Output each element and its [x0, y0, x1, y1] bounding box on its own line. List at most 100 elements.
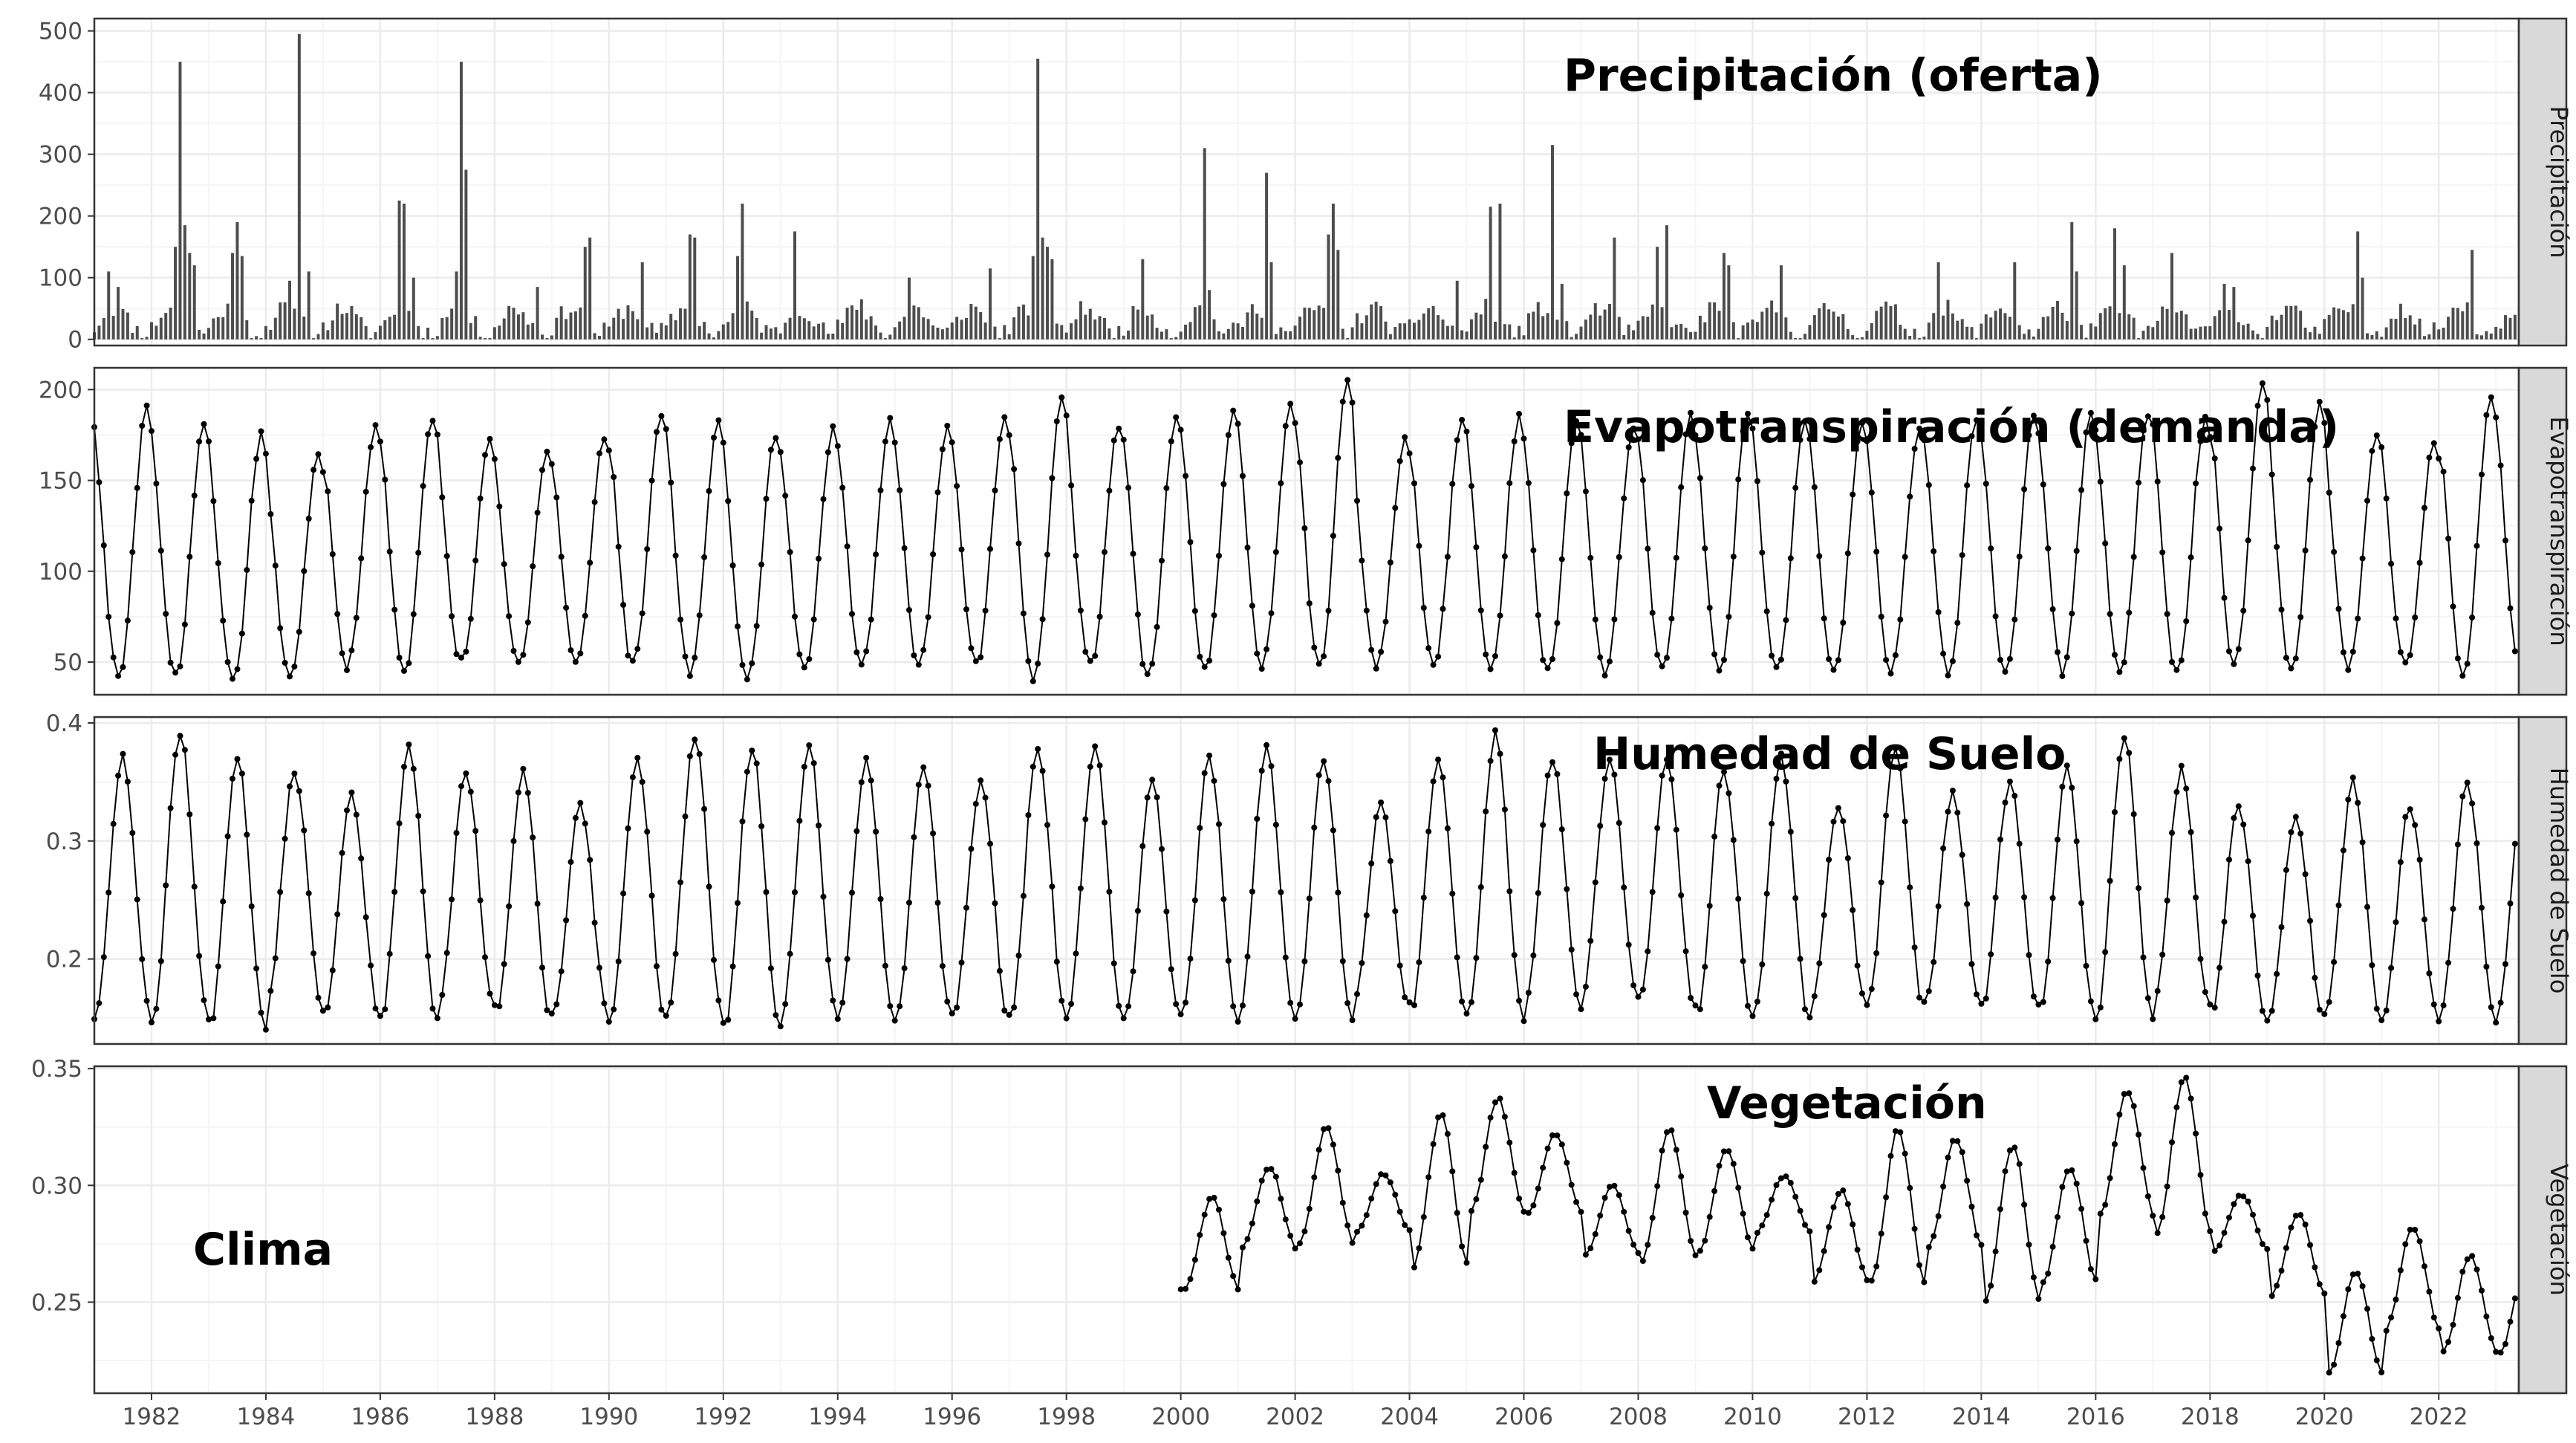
- vegetation-data-point: [2297, 1212, 2304, 1219]
- precipitation-bar: [2108, 306, 2112, 340]
- evapotranspiration-data-point: [344, 667, 350, 673]
- evapotranspiration-data-point: [358, 555, 365, 562]
- precipitation-bar: [155, 325, 158, 340]
- soil-moisture-data-point: [1840, 818, 1847, 825]
- soil-moisture-data-point: [134, 896, 140, 903]
- evapotranspiration-data-point: [2235, 646, 2242, 652]
- soil-moisture-data-point: [1501, 806, 1508, 813]
- soil-moisture-data-point: [958, 959, 965, 966]
- evapotranspiration-data-point: [329, 551, 336, 557]
- evapotranspiration-data-point: [339, 650, 345, 657]
- soil-moisture-data-point: [1268, 763, 1275, 770]
- precipitation-bar: [559, 306, 563, 340]
- evapotranspiration-data-point: [753, 623, 760, 629]
- soil-moisture-data-point: [2035, 1001, 2042, 1008]
- precipitation-bar: [2203, 326, 2207, 340]
- soil-moisture-data-point: [1449, 890, 1456, 897]
- precipitation-bar: [1946, 299, 1950, 340]
- precipitation-bar: [573, 311, 577, 340]
- precipitation-bar: [464, 169, 468, 340]
- soil-moisture-data-point: [1535, 889, 1541, 896]
- vegetation-data-point: [2107, 1175, 2113, 1181]
- precipitation-bar: [1398, 323, 1402, 340]
- precipitation-bar: [245, 320, 249, 340]
- vegetation-data-point: [2264, 1246, 2271, 1252]
- evapotranspiration-data-point: [467, 615, 474, 622]
- vegetation-data-point: [2469, 1253, 2476, 1259]
- evapotranspiration-data-point: [2126, 609, 2133, 616]
- vegetation-data-point: [1406, 1227, 1413, 1233]
- precipitation-bar: [1589, 314, 1593, 340]
- soil-moisture-data-point: [1244, 953, 1251, 960]
- precipitation-bar: [541, 334, 544, 340]
- soil-moisture-data-point: [2421, 916, 2427, 923]
- evapotranspiration-data-point: [1611, 616, 1618, 623]
- precipitation-bar: [97, 325, 101, 340]
- evapotranspiration-data-point: [1063, 412, 1070, 419]
- evapotranspiration-data-point: [191, 492, 198, 499]
- precipitation-bar: [1784, 317, 1788, 340]
- precipitation-bar: [2179, 311, 2183, 340]
- precipitation-bar: [764, 325, 768, 340]
- soil-moisture-data-point: [1211, 777, 1217, 784]
- precipitation-bar: [1479, 314, 1483, 340]
- precipitation-bar: [688, 234, 692, 340]
- evapotranspiration-strip-background: [2517, 366, 2568, 696]
- soil-moisture-data-point: [1931, 959, 1937, 965]
- vegetation-data-point: [2473, 1266, 2480, 1273]
- soil-moisture-data-point: [520, 765, 527, 772]
- y-tick-label: 200: [39, 204, 82, 230]
- precipitation-bar: [1922, 337, 1926, 340]
- soil-moisture-data-point: [1564, 886, 1570, 892]
- evapotranspiration-data-point: [386, 548, 393, 555]
- soil-moisture-data-point: [611, 1006, 617, 1013]
- soil-moisture-data-point: [830, 997, 836, 1004]
- soil-moisture-data-point: [372, 1005, 379, 1012]
- evapotranspiration-data-point: [2483, 412, 2490, 418]
- vegetation-data-point: [1440, 1112, 1446, 1118]
- soil-moisture-data-point: [534, 901, 541, 907]
- soil-moisture-data-point: [100, 954, 107, 961]
- evapotranspiration-data-point: [2507, 605, 2514, 612]
- precipitation-bar: [1760, 311, 1764, 340]
- precipitation-bar: [264, 325, 267, 340]
- precipitation-bar: [102, 317, 105, 340]
- vegetation-data-point: [1844, 1201, 1851, 1207]
- evapotranspiration-data-point: [2083, 429, 2089, 435]
- soil-moisture-data-point: [1272, 822, 1279, 828]
- evapotranspiration-data-point: [262, 450, 269, 457]
- soil-moisture-data-point: [1130, 968, 1136, 975]
- soil-moisture-data-point: [2250, 912, 2256, 919]
- precipitation-bar: [1903, 328, 1907, 340]
- precipitation-bar: [1722, 253, 1726, 340]
- evapotranspiration-data-point: [2412, 615, 2419, 620]
- soil-moisture-data-point: [220, 898, 227, 905]
- soil-moisture-data-point: [1035, 746, 1041, 752]
- precipitation-bar: [2318, 334, 2321, 340]
- evapotranspiration-data-point: [163, 611, 169, 617]
- precipitation-bar: [478, 337, 482, 340]
- evapotranspiration-data-point: [1258, 666, 1265, 672]
- precipitation-bar: [1027, 315, 1030, 340]
- soil-moisture-data-point: [863, 754, 870, 761]
- soil-moisture-data-point: [1639, 986, 1646, 993]
- evapotranspiration-data-point: [1382, 618, 1389, 625]
- soil-moisture-data-point: [2388, 964, 2395, 971]
- soil-moisture-data-point: [515, 789, 521, 796]
- evapotranspiration-data-point: [2397, 649, 2404, 655]
- vegetation-data-point: [1763, 1212, 1770, 1219]
- evapotranspiration-data-point: [1997, 657, 2003, 663]
- soil-moisture-data-point: [1983, 995, 1989, 1002]
- precipitation-bar: [983, 322, 987, 340]
- evapotranspiration-data-point: [1974, 417, 1980, 424]
- precipitation-bar: [922, 317, 926, 340]
- precipitation-bar: [1184, 324, 1188, 340]
- soil-moisture-data-point: [1068, 1001, 1075, 1007]
- soil-moisture-data-point: [110, 820, 117, 827]
- soil-moisture-data-point: [1702, 964, 1708, 970]
- vegetation-data-point: [1197, 1232, 1203, 1239]
- precipitation-bar: [2346, 312, 2350, 340]
- evapotranspiration-data-point: [1692, 432, 1699, 438]
- evapotranspiration-data-point: [1688, 409, 1694, 416]
- soil-moisture-data-point: [377, 1013, 383, 1019]
